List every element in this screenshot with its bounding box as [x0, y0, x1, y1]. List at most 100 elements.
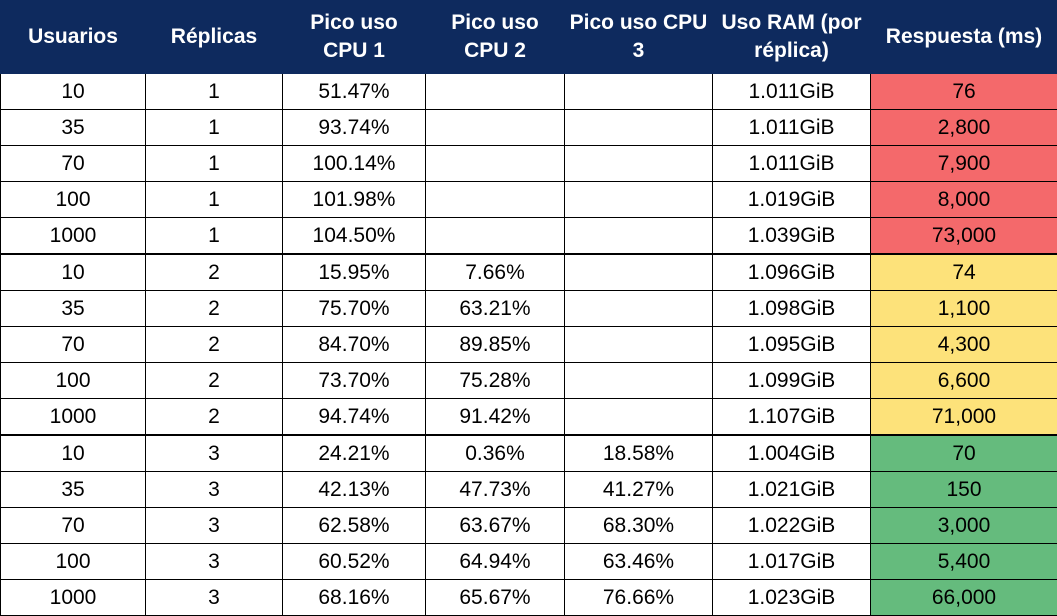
cpu3-cell — [565, 182, 713, 218]
cpu1-cell: 73.70% — [283, 363, 426, 399]
cpu2-cell — [426, 218, 565, 255]
replicas-cell: 1 — [146, 218, 283, 255]
usuarios-cell: 1000 — [1, 218, 146, 255]
usuarios-cell: 10 — [1, 254, 146, 291]
respuesta-cell: 74 — [871, 254, 1057, 291]
replicas-cell: 3 — [146, 508, 283, 544]
usuarios-cell: 70 — [1, 508, 146, 544]
usuarios-cell: 35 — [1, 291, 146, 327]
cpu1-cell: 51.47% — [283, 74, 426, 110]
replicas-cell: 3 — [146, 544, 283, 580]
replicas-cell: 1 — [146, 74, 283, 110]
respuesta-cell: 150 — [871, 472, 1057, 508]
respuesta-cell: 70 — [871, 435, 1057, 472]
ram-cell: 1.019GiB — [713, 182, 871, 218]
cpu2-cell: 65.67% — [426, 580, 565, 616]
respuesta-cell: 8,000 — [871, 182, 1057, 218]
cpu1-cell: 60.52% — [283, 544, 426, 580]
usuarios-cell: 10 — [1, 435, 146, 472]
replicas-cell: 2 — [146, 399, 283, 436]
cpu1-cell: 100.14% — [283, 146, 426, 182]
cpu2-cell — [426, 74, 565, 110]
ram-cell: 1.098GiB — [713, 291, 871, 327]
ram-cell: 1.095GiB — [713, 327, 871, 363]
cpu1-cell: 75.70% — [283, 291, 426, 327]
cpu2-cell — [426, 146, 565, 182]
cpu3-cell — [565, 399, 713, 436]
cpu3-cell: 18.58% — [565, 435, 713, 472]
replicas-cell: 2 — [146, 291, 283, 327]
cpu2-cell: 63.67% — [426, 508, 565, 544]
cpu3-cell: 63.46% — [565, 544, 713, 580]
respuesta-cell: 71,000 — [871, 399, 1057, 436]
replicas-cell: 2 — [146, 327, 283, 363]
cpu3-cell — [565, 327, 713, 363]
respuesta-cell: 76 — [871, 74, 1057, 110]
cpu2-cell: 89.85% — [426, 327, 565, 363]
respuesta-cell: 6,600 — [871, 363, 1057, 399]
cpu1-cell: 62.58% — [283, 508, 426, 544]
header-respuesta: Respuesta (ms) — [871, 1, 1057, 74]
ram-cell: 1.099GiB — [713, 363, 871, 399]
cpu3-cell — [565, 110, 713, 146]
ram-cell: 1.017GiB — [713, 544, 871, 580]
cpu1-cell: 15.95% — [283, 254, 426, 291]
header-pico-cpu-1: Pico uso CPU 1 — [283, 1, 426, 74]
replicas-cell: 3 — [146, 472, 283, 508]
replicas-cell: 1 — [146, 146, 283, 182]
header-row: Usuarios Réplicas Pico uso CPU 1 Pico us… — [1, 1, 1057, 74]
respuesta-cell: 3,000 — [871, 508, 1057, 544]
cpu2-cell: 0.36% — [426, 435, 565, 472]
respuesta-cell: 73,000 — [871, 218, 1057, 255]
cpu1-cell: 104.50% — [283, 218, 426, 255]
ram-cell: 1.011GiB — [713, 110, 871, 146]
ram-cell: 1.039GiB — [713, 218, 871, 255]
replicas-cell: 1 — [146, 182, 283, 218]
respuesta-cell: 2,800 — [871, 110, 1057, 146]
cpu1-cell: 84.70% — [283, 327, 426, 363]
cpu1-cell: 93.74% — [283, 110, 426, 146]
replicas-cell: 3 — [146, 435, 283, 472]
header-replicas: Réplicas — [146, 1, 283, 74]
ram-cell: 1.011GiB — [713, 74, 871, 110]
header-uso-ram: Uso RAM (por réplica) — [713, 1, 871, 74]
cpu2-cell: 7.66% — [426, 254, 565, 291]
usuarios-cell: 35 — [1, 472, 146, 508]
cpu2-cell: 47.73% — [426, 472, 565, 508]
cpu2-cell: 64.94% — [426, 544, 565, 580]
cpu2-cell — [426, 182, 565, 218]
usuarios-cell: 100 — [1, 544, 146, 580]
respuesta-cell: 5,400 — [871, 544, 1057, 580]
ram-cell: 1.011GiB — [713, 146, 871, 182]
cpu1-cell: 24.21% — [283, 435, 426, 472]
ram-cell: 1.023GiB — [713, 580, 871, 616]
ram-cell: 1.022GiB — [713, 508, 871, 544]
respuesta-cell: 4,300 — [871, 327, 1057, 363]
cpu1-cell: 94.74% — [283, 399, 426, 436]
usuarios-cell: 70 — [1, 327, 146, 363]
replicas-cell: 2 — [146, 363, 283, 399]
cpu1-cell: 42.13% — [283, 472, 426, 508]
cpu3-cell — [565, 291, 713, 327]
usuarios-cell: 1000 — [1, 580, 146, 616]
cpu2-cell: 91.42% — [426, 399, 565, 436]
cpu2-cell: 63.21% — [426, 291, 565, 327]
cpu3-cell: 76.66% — [565, 580, 713, 616]
respuesta-cell: 7,900 — [871, 146, 1057, 182]
cpu3-cell — [565, 363, 713, 399]
cpu3-cell — [565, 146, 713, 182]
cpu3-cell — [565, 254, 713, 291]
